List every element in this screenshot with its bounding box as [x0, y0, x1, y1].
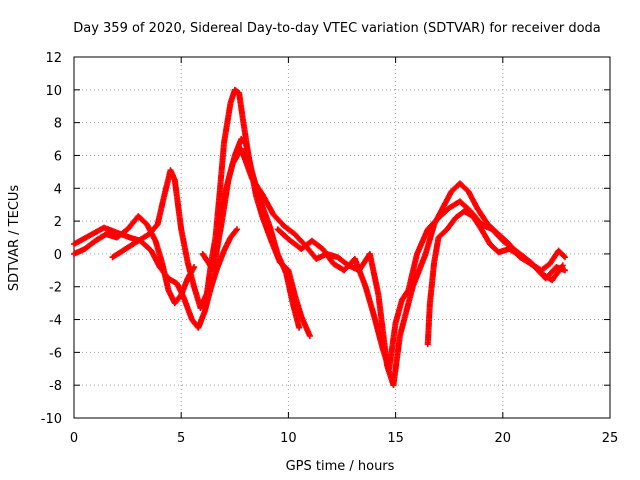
x-axis-label: GPS time / hours: [286, 459, 395, 474]
y-tick-labels: -10 -8 -6 -4 -2 0 2 4 6 8 10 12: [41, 51, 62, 427]
series-arc-7: [424, 208, 566, 348]
y-tick-label: -8: [49, 379, 62, 394]
data-point: [560, 253, 567, 260]
y-tick-label: 0: [54, 248, 62, 263]
data-point: [306, 332, 313, 339]
x-tick-label: 0: [70, 431, 78, 446]
grid-lines: [74, 57, 610, 418]
x-tick-label: 20: [495, 431, 512, 446]
x-tick-label: 15: [387, 431, 404, 446]
data-point: [191, 264, 198, 271]
y-tick-label: 4: [54, 182, 62, 197]
y-tick-label: 6: [54, 149, 62, 164]
y-tick-label: -10: [41, 412, 62, 427]
x-tick-label: 25: [602, 431, 619, 446]
y-tick-label: -2: [49, 281, 62, 296]
y-tick-label: 12: [45, 51, 62, 66]
y-tick-label: 8: [54, 117, 62, 132]
y-tick-label: 2: [54, 215, 62, 230]
data-point: [559, 262, 566, 269]
x-tick-label: 10: [280, 431, 297, 446]
plot-frame: [73, 56, 611, 419]
series-arc-6: [274, 198, 568, 372]
data-point: [296, 324, 303, 331]
series-arc-2: [71, 224, 240, 331]
data-point: [233, 226, 240, 233]
data-series: [71, 86, 568, 389]
y-tick-label: 10: [45, 84, 62, 99]
y-axis-label: SDTVAR / TECUs: [7, 185, 22, 292]
x-tick-label: 5: [177, 431, 185, 446]
data-point: [561, 267, 568, 274]
chart-title: Day 359 of 2020, Sidereal Day-to-day VTE…: [73, 21, 601, 36]
y-tick-label: -4: [49, 314, 62, 329]
x-tick-labels: 0 5 10 15 20 25: [70, 431, 618, 446]
series-arc-3: [109, 86, 313, 339]
data-point: [561, 254, 568, 261]
y-tick-label: -6: [49, 346, 62, 361]
data-point: [233, 227, 240, 234]
